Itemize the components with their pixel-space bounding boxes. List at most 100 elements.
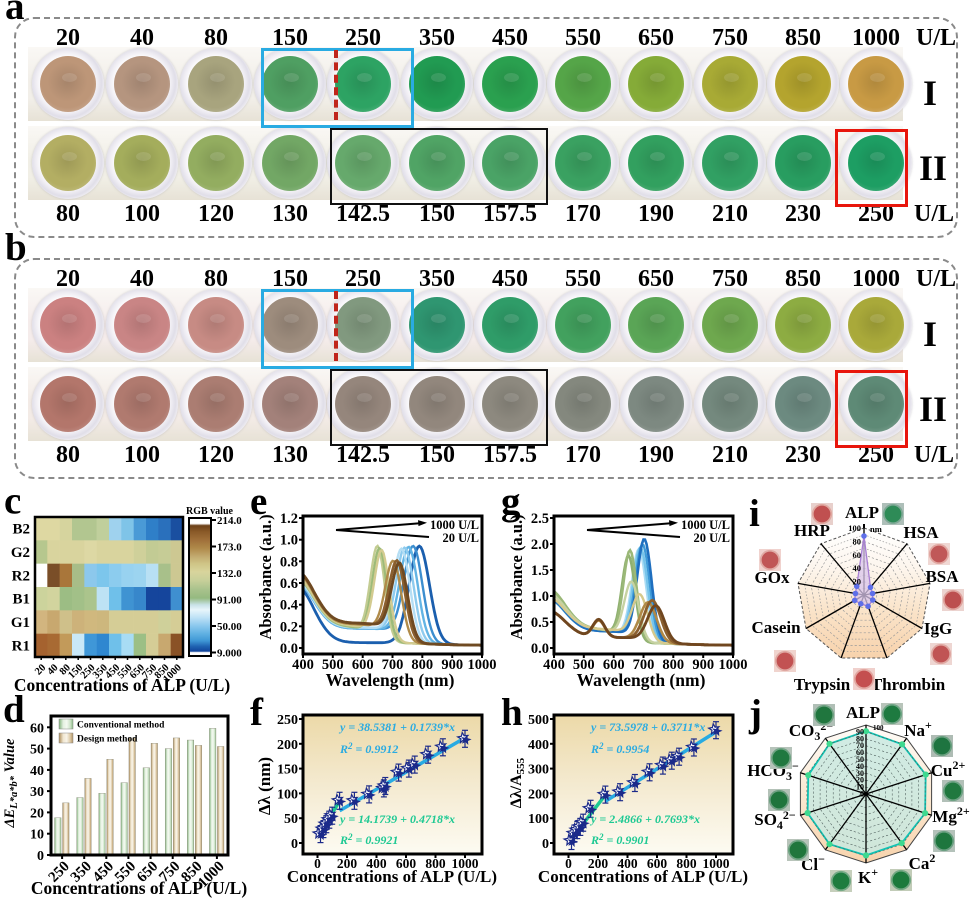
- svg-text:0: 0: [291, 837, 298, 852]
- svg-text:40: 40: [30, 764, 44, 779]
- svg-text:700: 700: [382, 657, 404, 673]
- svg-text:900: 900: [441, 657, 463, 673]
- svg-text:132.0: 132.0: [217, 568, 242, 580]
- svg-text:y = 14.1739 + 0.4718*x: y = 14.1739 + 0.4718*x: [338, 812, 455, 826]
- svg-text:Mg2+: Mg2+: [932, 804, 970, 826]
- svg-text:0.2: 0.2: [280, 619, 298, 635]
- svg-text:1.0: 1.0: [280, 533, 298, 549]
- svg-text:1.5: 1.5: [531, 563, 549, 579]
- svg-text:Cu2+: Cu2+: [931, 758, 966, 780]
- svg-text:30: 30: [30, 785, 44, 800]
- svg-text:0: 0: [314, 856, 321, 871]
- svg-text:80: 80: [853, 536, 862, 546]
- svg-text:1000: 1000: [468, 657, 497, 673]
- svg-text:R1: R1: [12, 638, 30, 654]
- svg-text:100: 100: [528, 812, 549, 827]
- svg-text:500: 500: [528, 713, 549, 728]
- svg-text:g: g: [501, 480, 521, 523]
- svg-text:0.0: 0.0: [280, 641, 298, 657]
- svg-text:300: 300: [528, 763, 549, 778]
- svg-text:100: 100: [848, 523, 861, 533]
- svg-text:1000: 1000: [719, 657, 748, 673]
- svg-text:91.00: 91.00: [217, 595, 242, 607]
- svg-text:800: 800: [662, 657, 684, 673]
- svg-text:1000 U/L: 1000 U/L: [430, 518, 479, 532]
- svg-text:0: 0: [565, 856, 572, 871]
- svg-text:200: 200: [337, 856, 358, 871]
- svg-text:R2 = 0.9921: R2 = 0.9921: [339, 832, 398, 847]
- svg-text:400: 400: [543, 657, 565, 673]
- svg-text:1.2: 1.2: [280, 511, 298, 527]
- svg-text:500: 500: [573, 657, 595, 673]
- svg-text:K+: K+: [858, 865, 878, 887]
- svg-text:800: 800: [411, 657, 433, 673]
- svg-text:60: 60: [30, 721, 44, 736]
- svg-text:Concentrations of ALP (U/L): Concentrations of ALP (U/L): [538, 867, 748, 886]
- svg-text:0.5: 0.5: [531, 615, 549, 631]
- svg-text:R2 = 0.9901: R2 = 0.9901: [590, 832, 649, 847]
- svg-text:Trypsin: Trypsin: [794, 675, 851, 694]
- svg-text:Absorbance (a.u.): Absorbance (a.u.): [256, 514, 275, 639]
- svg-text:0.8: 0.8: [280, 554, 298, 570]
- svg-text:G2: G2: [11, 545, 30, 561]
- svg-text:20: 20: [856, 776, 864, 785]
- svg-text:f: f: [250, 691, 264, 734]
- svg-text:B1: B1: [12, 592, 30, 608]
- svg-text:IgG: IgG: [924, 619, 952, 638]
- svg-text:400: 400: [617, 856, 638, 871]
- svg-text:0.4: 0.4: [280, 598, 298, 614]
- svg-text:h: h: [501, 691, 523, 734]
- svg-text:ALP: ALP: [845, 503, 879, 522]
- svg-text:50.00: 50.00: [217, 621, 242, 633]
- svg-text:214.0: 214.0: [217, 515, 242, 527]
- svg-text:y = 38.5381 + 0.1739*x: y = 38.5381 + 0.1739*x: [338, 720, 455, 734]
- svg-text:i: i: [749, 492, 760, 535]
- svg-text:30: 30: [856, 769, 864, 778]
- svg-text:10: 10: [856, 783, 864, 792]
- svg-text:600: 600: [396, 856, 417, 871]
- svg-text:1000 U/L: 1000 U/L: [681, 518, 730, 532]
- svg-text:20: 20: [30, 806, 44, 821]
- svg-text:Wavelength (nm): Wavelength (nm): [326, 670, 455, 690]
- svg-text:1000: 1000: [452, 856, 479, 871]
- svg-text:Ca2: Ca2: [909, 851, 936, 873]
- svg-text:20: 20: [853, 577, 862, 587]
- svg-text:400: 400: [366, 856, 387, 871]
- svg-text:40: 40: [856, 762, 864, 771]
- svg-text:0.6: 0.6: [280, 576, 298, 592]
- svg-text:BSA: BSA: [925, 567, 959, 586]
- svg-text:150: 150: [277, 763, 298, 778]
- svg-text:2.5: 2.5: [531, 511, 549, 527]
- svg-text:RGB value: RGB value: [186, 506, 234, 517]
- svg-text:0: 0: [542, 837, 549, 852]
- svg-text:Casein: Casein: [751, 618, 801, 637]
- svg-text:R2: R2: [12, 568, 30, 584]
- svg-text:2.0: 2.0: [531, 537, 549, 553]
- svg-text:1000: 1000: [703, 856, 730, 871]
- svg-text:50: 50: [856, 755, 864, 764]
- svg-text:y = 2.4866 + 0.7693*x: y = 2.4866 + 0.7693*x: [589, 812, 700, 826]
- svg-text:90: 90: [856, 727, 864, 736]
- svg-text:Na+: Na+: [904, 718, 932, 740]
- svg-text:Δλ (nm): Δλ (nm): [255, 757, 274, 815]
- svg-text:200: 200: [588, 856, 609, 871]
- svg-text:200: 200: [277, 738, 298, 753]
- svg-text:Conventional method: Conventional method: [77, 721, 165, 731]
- svg-text:20 U/L: 20 U/L: [694, 531, 730, 545]
- svg-text:200: 200: [528, 787, 549, 802]
- svg-text:GOx: GOx: [755, 568, 790, 587]
- svg-text:20 U/L: 20 U/L: [443, 531, 479, 545]
- svg-text:e: e: [250, 480, 267, 523]
- svg-text:R2 = 0.9954: R2 = 0.9954: [590, 741, 649, 756]
- svg-text:SO42−: SO42−: [754, 808, 796, 832]
- svg-text:800: 800: [425, 856, 446, 871]
- svg-text:Concentrations of ALP (U/L): Concentrations of ALP (U/L): [31, 878, 247, 898]
- svg-text:900: 900: [692, 657, 714, 673]
- svg-text:Concentrations of ALP (U/L): Concentrations of ALP (U/L): [287, 867, 497, 886]
- svg-text:c: c: [4, 480, 21, 523]
- svg-text:50: 50: [284, 812, 298, 827]
- svg-text:HRP: HRP: [794, 521, 830, 540]
- svg-text:Concentrations of ALP (U/L): Concentrations of ALP (U/L): [14, 675, 230, 695]
- svg-text:700: 700: [633, 657, 655, 673]
- svg-text:60: 60: [856, 748, 864, 757]
